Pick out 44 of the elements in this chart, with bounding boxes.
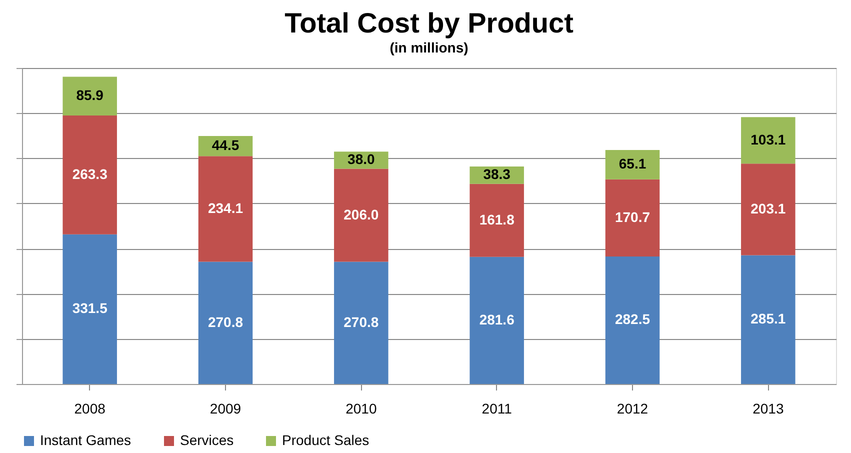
bar — [741, 164, 796, 256]
legend-label: Services — [180, 432, 234, 448]
bar — [334, 168, 388, 262]
data-label: 203.1 — [750, 200, 786, 216]
x-tick-label: 2011 — [482, 400, 512, 416]
data-label: 103.1 — [750, 131, 786, 148]
data-label: 85.9 — [76, 87, 104, 104]
data-label: 65.1 — [618, 156, 646, 172]
bar — [198, 156, 253, 262]
bar — [605, 179, 660, 256]
data-label: 38.3 — [483, 166, 511, 182]
chart-title: Total Cost by Product — [284, 8, 574, 38]
x-tick-label: 2013 — [752, 400, 784, 416]
x-tick-label: 2009 — [210, 400, 242, 416]
x-tick-label: 2008 — [74, 400, 106, 416]
legend-label: Instant Games — [40, 432, 132, 448]
data-label: 38.0 — [348, 151, 376, 168]
bar — [605, 150, 660, 180]
x-tick-label: 2012 — [616, 400, 648, 416]
bar — [62, 234, 117, 384]
data-label: 281.6 — [479, 311, 515, 328]
data-label: 263.3 — [72, 166, 108, 182]
data-label: 270.8 — [208, 314, 244, 330]
data-label: 206.0 — [344, 206, 379, 222]
bar — [62, 115, 117, 234]
data-label: 44.5 — [212, 137, 240, 154]
data-label: 285.1 — [750, 310, 786, 327]
data-label: 234.1 — [208, 200, 244, 216]
bar — [605, 256, 660, 384]
data-label: 331.5 — [72, 300, 108, 316]
data-label: 161.8 — [479, 211, 515, 228]
bar — [62, 76, 117, 116]
x-tick-label: 2010 — [346, 400, 377, 416]
legend-label: Product Sales — [282, 432, 370, 448]
bar — [741, 255, 796, 384]
data-label: 270.8 — [344, 314, 379, 330]
bar — [334, 262, 388, 384]
bar — [470, 256, 524, 384]
chart-subtitle: (in millions) — [390, 40, 468, 56]
bar — [198, 262, 253, 384]
data-label: 282.5 — [614, 311, 650, 328]
data-label: 170.7 — [614, 208, 650, 225]
bar — [741, 117, 796, 164]
bar — [470, 184, 524, 257]
